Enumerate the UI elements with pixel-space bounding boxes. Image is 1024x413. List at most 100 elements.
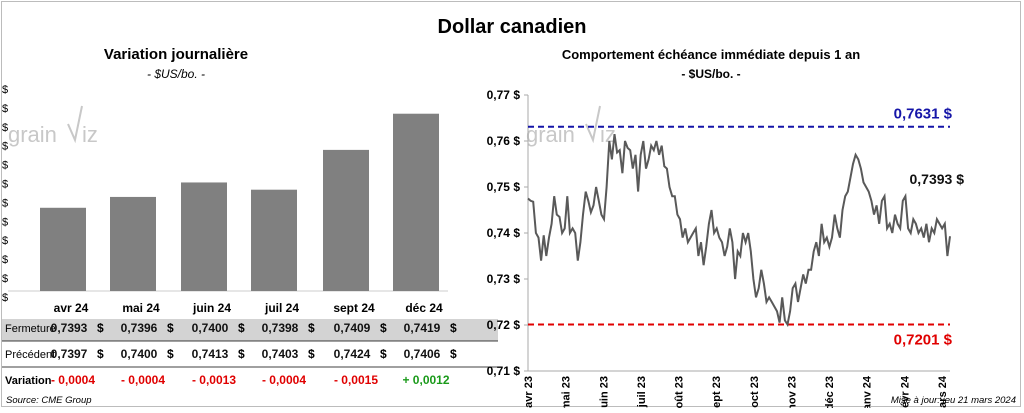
last-value-label: 0,7393 $: [910, 171, 965, 187]
source-note: Source: CME Group: [6, 395, 92, 406]
bar-y-tick-label: $: [2, 103, 8, 115]
line-y-tick-label: 0,74 $: [487, 226, 521, 240]
table-cell: - 0,0004: [51, 373, 95, 387]
table-cell-unit: $: [450, 321, 457, 335]
line-chart-subtitle: - $US/bo. -: [681, 67, 740, 81]
bar-y-tick-label: $: [2, 160, 8, 172]
line-x-tick-label: oct 23: [749, 376, 761, 408]
bar-x-tick-label: déc 24: [405, 301, 443, 315]
bar-y-tick-label: $: [2, 141, 8, 153]
table-row-shading: [2, 319, 498, 341]
line-x-tick-label: sept 23: [711, 376, 723, 408]
table-cell: - 0,0004: [262, 373, 306, 387]
chart-canvas: Dollar canadien Variation journalière - …: [2, 16, 1016, 413]
bar-y-tick-label: $: [2, 84, 8, 96]
bar-y-tick-label: $: [2, 254, 8, 266]
line-x-tick-label: juil 23: [636, 376, 648, 408]
table-cell-unit: $: [167, 347, 174, 361]
bar-y-tick-label: $: [2, 273, 8, 285]
data-table: avr 24 mai 24 juin 24 juil 24 sept 24 déc 24 F…: [2, 301, 498, 387]
line-y-tick-label: 0,71 $: [487, 364, 521, 378]
watermark-left-text: grain: [8, 122, 57, 147]
bar-5: [323, 149, 369, 291]
line-x-tick-label: déc 23: [824, 376, 836, 408]
line-reference-lines: [528, 125, 950, 326]
table-cell: 0,7397: [51, 347, 88, 361]
table-cell: 0,7406: [404, 347, 441, 361]
table-cell: + 0,0012: [402, 373, 449, 387]
bar-x-tick-label: mai 24: [122, 301, 160, 315]
table-cell: - 0,0015: [334, 373, 378, 387]
update-note: Mise à jour: jeu 21 mars 2024: [891, 395, 1016, 406]
table-cell: 0,7396: [121, 321, 158, 335]
bar-series: [40, 113, 439, 291]
line-y-tick-label: 0,72 $: [487, 318, 521, 332]
line-y-tick-label: 0,76 $: [487, 134, 521, 148]
bar-y-tick-label: $: [2, 179, 8, 191]
bar-4: [251, 189, 297, 291]
max-value-label: 0,7631 $: [894, 106, 953, 123]
table-cell: 0,7400: [121, 347, 158, 361]
page-title: Dollar canadien: [438, 16, 587, 38]
line-x-axis: avr 23 mai 23 juin 23 juil 23 août 23 sept 23…: [523, 375, 949, 413]
table-cell: 0,7419: [404, 321, 441, 335]
line-y-tick-label: 0,75 $: [487, 180, 521, 194]
table-cell-unit: $: [380, 347, 387, 361]
line-x-tick-label: mars 24: [937, 375, 949, 408]
bar-y-tick-label: $: [2, 216, 8, 228]
bar-y-axis: $ $ $ $ $ $ $ $ $ $ $ $: [2, 84, 8, 304]
table-cell-unit: $: [97, 347, 104, 361]
table-cell: 0,7400: [192, 321, 229, 335]
table-cell-unit: $: [308, 321, 315, 335]
line-x-tick-label: nov 23: [786, 376, 798, 408]
bar-chart-title: Variation journalière: [104, 46, 248, 63]
watermark-right-mark: [585, 105, 601, 144]
table-cell-unit: $: [308, 347, 315, 361]
line-x-tick-label: mai 23: [561, 376, 573, 408]
line-x-tick-label: févr 24: [899, 375, 911, 408]
line-x-tick-label: juin 23: [598, 376, 610, 408]
line-annotations: 0,7631 $ 0,7201 $ 0,7393 $: [894, 106, 965, 349]
table-row-label: Précédent: [5, 349, 55, 361]
table-cell-unit: $: [238, 347, 245, 361]
line-x-tick-label: avr 23: [523, 376, 535, 408]
table-cell: 0,7413: [192, 347, 229, 361]
line-series-cad: [527, 133, 951, 328]
table-cell: 0,7424: [334, 347, 371, 361]
table-cell: - 0,0004: [121, 373, 165, 387]
bar-x-tick-label: juil 24: [264, 301, 299, 315]
table-row-label: Fermeture: [5, 323, 56, 335]
line-x-tick-label: janv 24: [862, 375, 874, 408]
table-cell-unit: $: [380, 321, 387, 335]
min-value-label: 0,7201 $: [894, 332, 953, 349]
bar-2: [110, 196, 156, 291]
bar-x-tick-label: sept 24: [333, 301, 375, 315]
bar-x-tick-label: avr 24: [54, 301, 89, 315]
bar-y-tick-label: $: [2, 122, 8, 134]
bar-y-tick-label: $: [2, 197, 8, 209]
watermark-left-text-2: iz: [82, 122, 98, 147]
table-cell: 0,7403: [262, 347, 299, 361]
table-cell: 0,7393: [51, 321, 88, 335]
line-y-tick-label: 0,73 $: [487, 272, 521, 286]
table-cell: 0,7398: [262, 321, 299, 335]
bar-y-tick-label: $: [2, 235, 8, 247]
bar-1: [40, 207, 86, 291]
bar-x-tick-label: juin 24: [192, 301, 231, 315]
table-cell: 0,7409: [334, 321, 371, 335]
table-cell-unit: $: [238, 321, 245, 335]
table-cell: - 0,0013: [192, 373, 236, 387]
line-x-tick-label: août 23: [674, 376, 686, 408]
table-cell-unit: $: [97, 321, 104, 335]
watermark-right-text-2: iz: [600, 122, 616, 147]
table-cell-unit: $: [167, 321, 174, 335]
watermark-left-mark: [67, 105, 83, 144]
line-chart-title: Comportement échéance immédiate depuis 1…: [562, 47, 860, 62]
table-row-label: Variation: [5, 375, 52, 387]
table-cell-unit: $: [450, 347, 457, 361]
line-y-tick-label: 0,77 $: [487, 88, 521, 102]
bar-chart-subtitle: - $US/bo. -: [147, 67, 205, 81]
bar-3: [181, 182, 227, 291]
bar-y-tick-label: $: [2, 292, 8, 304]
